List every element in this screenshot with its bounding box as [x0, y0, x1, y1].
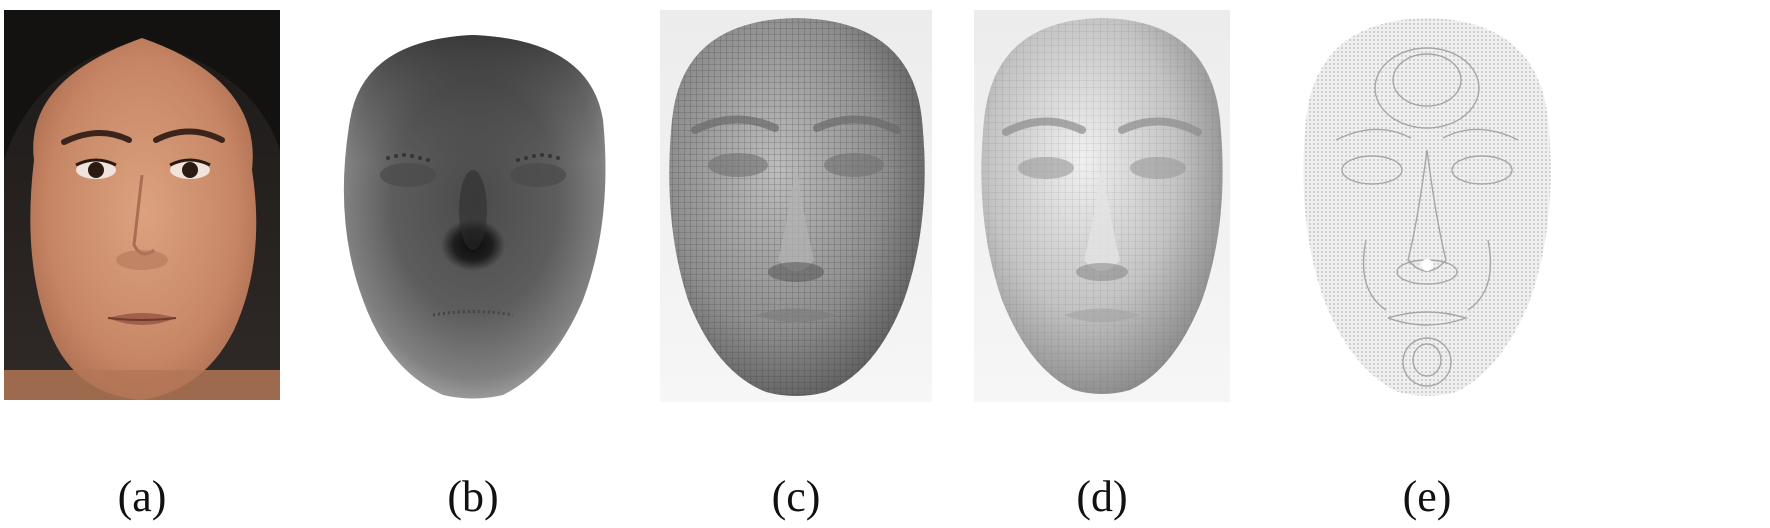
caption-b: (b) — [447, 472, 499, 521]
caption-d: (d) — [1076, 472, 1128, 521]
face-shaded-mesh — [974, 10, 1230, 402]
panel-e-contour-render — [1296, 10, 1558, 455]
face-wireframe-mesh — [660, 10, 932, 402]
panel-d-shaded-mesh — [974, 10, 1230, 455]
caption-c: (c) — [771, 472, 821, 521]
caption-a: (a) — [117, 472, 167, 521]
panel-b-depth-map — [328, 10, 618, 455]
face-depth-map — [328, 10, 618, 400]
caption-e: (e) — [1402, 472, 1452, 521]
panel-a-photo — [4, 10, 280, 455]
face-photo — [4, 10, 280, 400]
face-contour-render — [1296, 10, 1558, 402]
panel-c-wireframe-mesh — [660, 10, 932, 455]
